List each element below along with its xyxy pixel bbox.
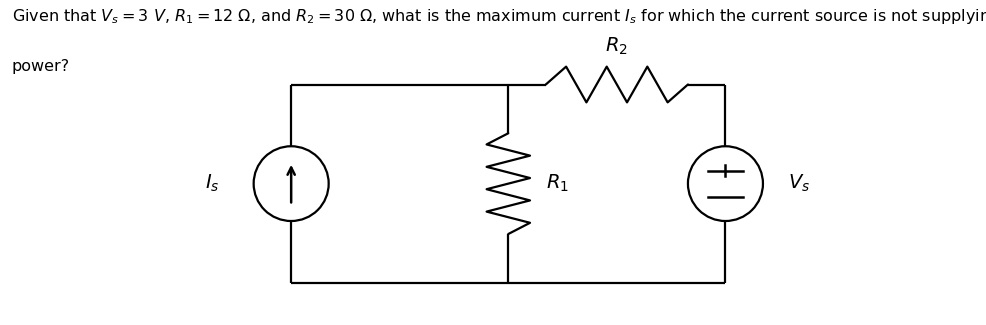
Text: $R_1$: $R_1$: [545, 173, 568, 194]
Text: $I_s$: $I_s$: [204, 173, 219, 194]
Text: $R_2$: $R_2$: [604, 35, 628, 57]
Text: power?: power?: [12, 58, 70, 73]
Text: Given that $V_s = 3$ $V$, $R_1 = 12$ $\Omega$, and $R_2 = 30$ $\Omega$, what is : Given that $V_s = 3$ $V$, $R_1 = 12$ $\O…: [12, 6, 986, 25]
Text: $V_s$: $V_s$: [787, 173, 809, 194]
